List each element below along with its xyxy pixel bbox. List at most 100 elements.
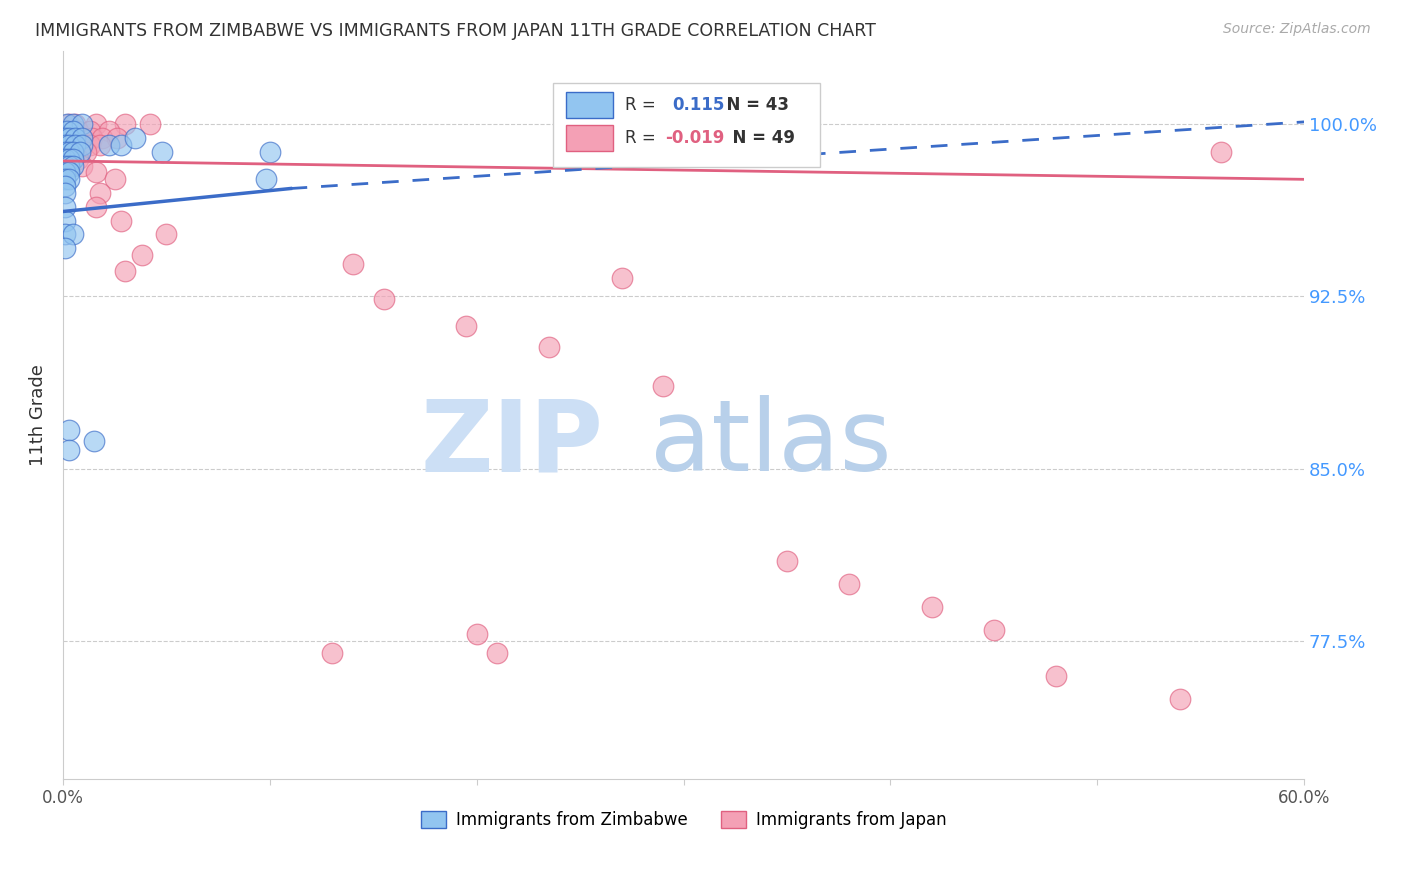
Point [53,165,76,179]
FancyBboxPatch shape [565,92,613,119]
Text: N = 43: N = 43 [714,96,789,114]
Point [58,137,80,152]
Text: Source: ZipAtlas.com: Source: ZipAtlas.com [1223,22,1371,37]
Point [70,117,93,131]
Point [321,646,343,660]
Point [83,434,105,449]
Point [75,145,97,159]
Point [114,117,136,131]
Point [610,271,633,285]
Point [97,137,120,152]
Point [62,227,84,242]
Point [89,186,111,200]
Y-axis label: 11th Grade: 11th Grade [30,364,46,466]
Point [70,159,93,173]
Point [1045,668,1067,682]
Text: R =: R = [626,96,672,114]
Point [58,423,80,437]
Point [342,257,364,271]
Point [124,131,146,145]
Point [70,131,93,145]
Point [65,117,87,131]
Point [70,131,93,145]
Point [110,137,132,152]
Point [89,137,111,152]
Point [651,379,673,393]
Point [104,172,127,186]
Point [80,131,103,145]
Point [465,627,488,641]
Point [65,131,87,145]
Point [114,264,136,278]
Point [150,145,173,159]
Point [131,248,153,262]
Point [373,292,395,306]
Point [58,152,80,166]
Point [259,145,281,159]
Point [62,145,84,159]
Point [91,131,114,145]
Point [254,172,277,186]
Text: N = 49: N = 49 [721,129,794,147]
Point [84,200,107,214]
Point [58,145,80,159]
Point [62,124,84,138]
Point [838,576,860,591]
Point [58,137,80,152]
Point [110,213,132,227]
Point [53,213,76,227]
Point [486,646,509,660]
Point [66,152,89,166]
Text: IMMIGRANTS FROM ZIMBABWE VS IMMIGRANTS FROM JAPAN 11TH GRADE CORRELATION CHART: IMMIGRANTS FROM ZIMBABWE VS IMMIGRANTS F… [35,22,876,40]
Point [84,117,107,131]
FancyBboxPatch shape [553,84,820,167]
Point [53,172,76,186]
Point [53,159,76,173]
Point [1211,145,1233,159]
Point [58,159,80,173]
Point [97,124,120,138]
Point [58,165,80,179]
Point [983,623,1005,637]
Point [84,165,107,179]
Point [53,241,76,255]
Point [53,227,76,242]
Point [105,131,128,145]
Point [69,145,91,159]
Point [53,137,76,152]
FancyBboxPatch shape [565,125,613,151]
Point [65,137,87,152]
Point [62,159,84,173]
Point [66,124,89,138]
Point [1168,691,1191,706]
Point [58,131,80,145]
Point [53,145,76,159]
Text: -0.019: -0.019 [665,129,724,147]
Point [53,186,76,200]
Point [69,145,91,159]
Text: 0.115: 0.115 [672,96,724,114]
Point [62,152,84,166]
Point [53,179,76,194]
Point [53,200,76,214]
Point [62,117,84,131]
Point [538,340,561,354]
Text: R =: R = [626,129,661,147]
Point [58,117,80,131]
Point [56,117,79,131]
Point [921,599,943,614]
Point [58,145,80,159]
Point [58,131,80,145]
Point [139,117,162,131]
Point [79,124,101,138]
Point [58,159,80,173]
Point [79,137,101,152]
Point [53,131,76,145]
Point [69,137,91,152]
Point [53,152,76,166]
Point [456,319,478,334]
Point [58,172,80,186]
Point [70,137,93,152]
Legend: Immigrants from Zimbabwe, Immigrants from Japan: Immigrants from Zimbabwe, Immigrants fro… [413,805,953,836]
Point [56,124,79,138]
